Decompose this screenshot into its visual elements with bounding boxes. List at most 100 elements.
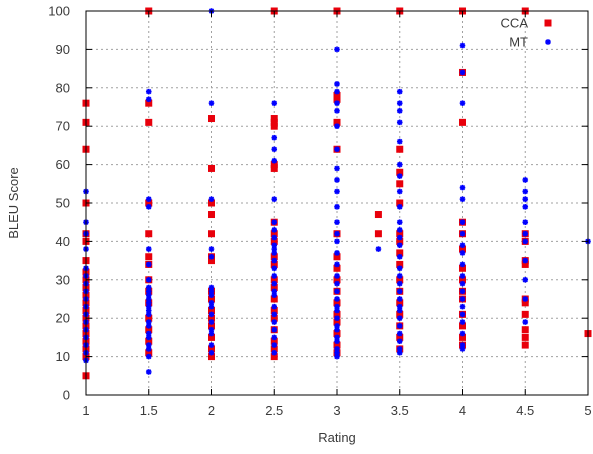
y-tick-label: 0 <box>63 388 70 403</box>
mt-point <box>334 100 340 106</box>
mt-point <box>459 280 466 287</box>
mt-point <box>334 250 340 256</box>
cca-point <box>333 91 341 99</box>
mt-point <box>334 204 340 210</box>
mt-point <box>334 315 340 321</box>
cca-point <box>208 115 215 123</box>
mt-point <box>522 196 529 202</box>
mt-point <box>396 338 403 345</box>
cca-point <box>208 314 215 322</box>
cca-point <box>270 314 278 322</box>
mt-point <box>334 177 340 183</box>
mt-point <box>396 173 403 179</box>
cca-point <box>459 322 466 330</box>
mt-point <box>334 165 340 172</box>
mt-point <box>145 246 152 252</box>
mt-point <box>334 230 340 237</box>
mt-point <box>522 296 529 302</box>
cca-point <box>333 118 341 126</box>
mt-point <box>459 288 466 295</box>
cca-point <box>145 349 153 357</box>
cca-point <box>145 314 153 322</box>
cca-point <box>270 345 278 353</box>
y-tick-label: 50 <box>56 196 70 211</box>
cca-point <box>459 245 466 253</box>
cca-point <box>270 307 278 315</box>
mt-point <box>271 319 278 325</box>
cca-point <box>459 264 466 272</box>
mt-point <box>396 303 403 310</box>
mt-point <box>271 196 278 202</box>
mt-point <box>396 323 403 329</box>
cca-point <box>521 341 529 349</box>
cca-point <box>208 353 215 361</box>
mt-point <box>271 100 278 106</box>
mt-point <box>396 242 403 249</box>
mt-point <box>271 280 278 287</box>
x-axis-title: Rating <box>318 430 356 445</box>
cca-point <box>270 161 278 169</box>
mt-point <box>396 188 403 195</box>
cca-point <box>521 333 529 341</box>
mt-point <box>145 96 152 103</box>
y-tick-label: 20 <box>56 311 70 326</box>
mt-point <box>271 134 278 141</box>
mt-point <box>396 100 403 106</box>
cca-point <box>270 295 278 303</box>
mt-point <box>271 227 278 233</box>
legend-label-cca: CCA <box>501 16 529 31</box>
mt-point <box>145 196 152 202</box>
mt-point <box>459 230 466 237</box>
mt-point <box>396 108 403 114</box>
mt-point <box>208 326 215 333</box>
mt-point <box>522 177 529 183</box>
cca-point <box>145 199 153 207</box>
y-tick-label: 40 <box>56 234 70 249</box>
mt-point <box>334 296 340 302</box>
cca-point <box>396 199 404 207</box>
mt-point <box>396 296 403 302</box>
cca-point <box>521 299 529 307</box>
cca-point <box>270 337 278 345</box>
mt-point <box>396 138 403 145</box>
x-tick-label: 1.5 <box>140 403 158 418</box>
x-tick-label: 1 <box>82 403 89 418</box>
mt-point <box>145 284 152 291</box>
mt-point <box>396 161 403 168</box>
x-tick-label: 4 <box>459 403 466 418</box>
cca-point <box>396 230 404 238</box>
mt-point <box>375 246 382 252</box>
legend: CCA MT <box>501 16 552 50</box>
cca-point <box>459 118 466 126</box>
cca-point <box>208 199 215 207</box>
mt-point <box>145 342 152 348</box>
y-tick-label: 100 <box>48 4 70 19</box>
mt-point <box>334 303 340 310</box>
cca-point <box>208 307 215 315</box>
cca-point <box>396 145 404 153</box>
legend-entry-cca: CCA <box>501 16 552 31</box>
cca-point <box>208 295 215 303</box>
x-tick-label: 2.5 <box>265 403 283 418</box>
mt-point <box>334 188 340 195</box>
mt-point <box>271 349 278 356</box>
mt-point <box>396 204 403 210</box>
cca-point <box>459 333 466 341</box>
mt-point <box>459 42 466 49</box>
mt-point <box>334 280 340 287</box>
mt-point <box>459 261 466 268</box>
mt-point <box>145 330 152 337</box>
mt-point <box>334 88 340 95</box>
mt-point <box>271 242 278 249</box>
y-tick-label: 30 <box>56 272 70 287</box>
y-tick-label: 60 <box>56 157 70 172</box>
legend-marker-mt <box>545 39 551 45</box>
mt-point <box>208 319 215 325</box>
mt-point <box>459 296 466 302</box>
mt-point <box>334 219 340 225</box>
legend-marker-mt-shape <box>545 39 551 45</box>
mt-point <box>459 100 466 106</box>
mt-point <box>271 288 278 295</box>
mt-point <box>271 146 278 153</box>
